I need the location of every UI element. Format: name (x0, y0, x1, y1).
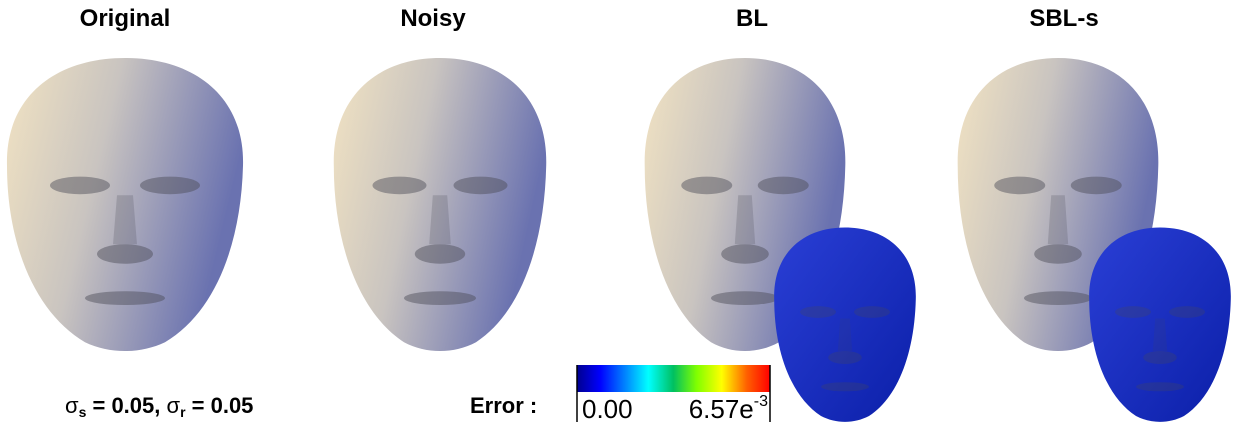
panel-title: SBL-s (1029, 5, 1098, 32)
error-label: Error : (470, 393, 537, 418)
face-original (7, 58, 243, 351)
error-map-sbl (1089, 228, 1231, 422)
mantissa: 6.57e (689, 394, 754, 424)
symbol: σ (167, 393, 181, 418)
params: σs = 0.05, σr = 0.05 (65, 393, 253, 420)
error-map-bl (774, 228, 916, 422)
face-noisy (334, 58, 547, 351)
figure: Original Noisy BL SBL-s σs = 0.05, σr = … (0, 0, 1233, 425)
subscript: s (79, 404, 87, 420)
colorbar-max: 6.57e-3 (689, 393, 768, 424)
panel-title: Original (80, 5, 171, 32)
exponent: -3 (754, 393, 768, 410)
colorbar (577, 365, 770, 392)
panel-title: BL (736, 5, 768, 32)
panel-title: Noisy (400, 5, 466, 32)
colorbar-min: 0.00 (582, 394, 633, 424)
value: = 0.05 (186, 393, 254, 418)
value: = 0.05, (86, 393, 166, 418)
symbol: σ (65, 393, 79, 418)
